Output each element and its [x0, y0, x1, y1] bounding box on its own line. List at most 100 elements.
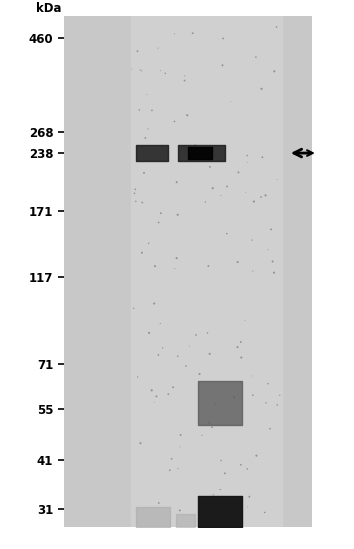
Text: kDa: kDa	[36, 2, 61, 15]
Point	[231, 393, 237, 402]
Point	[209, 423, 215, 432]
Point	[253, 451, 259, 460]
Point	[132, 185, 138, 194]
Point	[270, 257, 275, 266]
Point	[133, 197, 139, 206]
Point	[235, 343, 240, 351]
Point	[210, 490, 216, 499]
Point	[152, 262, 158, 271]
Point	[249, 372, 255, 380]
Point	[155, 44, 161, 53]
Point	[144, 90, 150, 99]
Point	[156, 218, 161, 227]
Point	[262, 508, 268, 517]
Point	[156, 498, 162, 507]
Point	[175, 210, 181, 219]
Point	[169, 455, 175, 463]
Point	[244, 158, 250, 167]
Point	[245, 464, 250, 473]
Point	[220, 34, 226, 43]
Point	[139, 198, 145, 207]
Point	[258, 193, 264, 201]
Point	[222, 469, 228, 478]
Point	[152, 299, 157, 308]
Point	[170, 383, 176, 391]
Point	[145, 125, 151, 133]
Point	[182, 71, 188, 80]
Point	[141, 169, 147, 177]
Point	[259, 85, 264, 93]
Point	[174, 254, 179, 262]
Point	[218, 191, 224, 200]
Point	[217, 485, 223, 494]
Point	[205, 328, 210, 337]
Point	[213, 400, 218, 408]
Point	[206, 418, 212, 427]
Point	[277, 391, 282, 400]
Point	[246, 492, 252, 501]
Point	[228, 97, 234, 106]
Point	[177, 506, 183, 515]
Point	[135, 373, 141, 382]
Point	[175, 352, 181, 361]
Point	[137, 66, 143, 75]
Point	[158, 66, 164, 75]
Point	[143, 133, 148, 142]
Point	[206, 262, 211, 271]
Point	[223, 414, 229, 423]
Point	[194, 150, 200, 159]
Point	[224, 182, 230, 191]
Point	[239, 353, 244, 362]
Point	[265, 379, 271, 388]
Point	[274, 23, 279, 31]
Point	[238, 461, 244, 469]
Point	[199, 431, 205, 440]
Point	[259, 153, 265, 161]
Point	[174, 178, 179, 187]
Point	[265, 245, 271, 254]
Point	[263, 191, 268, 200]
Point	[167, 466, 172, 475]
Point	[172, 265, 178, 273]
Point	[243, 188, 249, 197]
Point	[263, 399, 269, 407]
Point	[131, 304, 137, 313]
Point	[135, 47, 140, 55]
Point	[250, 391, 256, 400]
Point	[251, 197, 257, 206]
Point	[165, 390, 171, 399]
Point	[139, 248, 145, 257]
Point	[224, 229, 230, 238]
Point	[137, 105, 142, 114]
Point	[158, 319, 163, 328]
Point	[178, 430, 183, 439]
Point	[267, 424, 273, 433]
Point	[146, 328, 152, 337]
Point	[152, 397, 157, 406]
Point	[207, 350, 212, 358]
Point	[242, 316, 248, 325]
Point	[172, 117, 177, 126]
Point	[244, 151, 250, 160]
Point	[245, 502, 251, 511]
Bar	[131, 16, 282, 527]
Point	[219, 507, 224, 516]
Point	[160, 344, 166, 352]
Point	[207, 163, 213, 171]
Point	[274, 175, 280, 184]
Point	[193, 141, 198, 150]
Point	[272, 67, 277, 76]
Point	[271, 268, 277, 277]
Point	[177, 442, 183, 451]
Point	[249, 236, 255, 244]
Point	[149, 106, 155, 115]
Point	[158, 209, 164, 217]
Point	[154, 392, 159, 401]
Point	[210, 184, 216, 193]
Point	[146, 239, 152, 248]
Point	[197, 369, 202, 378]
Point	[138, 439, 143, 447]
Point	[129, 65, 134, 74]
Point	[172, 30, 177, 38]
Point	[184, 111, 190, 120]
